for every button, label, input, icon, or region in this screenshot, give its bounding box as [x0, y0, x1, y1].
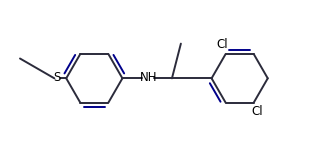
Text: Cl: Cl: [251, 105, 263, 118]
Text: S: S: [53, 71, 61, 84]
Text: Cl: Cl: [216, 38, 228, 51]
Text: NH: NH: [140, 71, 157, 84]
